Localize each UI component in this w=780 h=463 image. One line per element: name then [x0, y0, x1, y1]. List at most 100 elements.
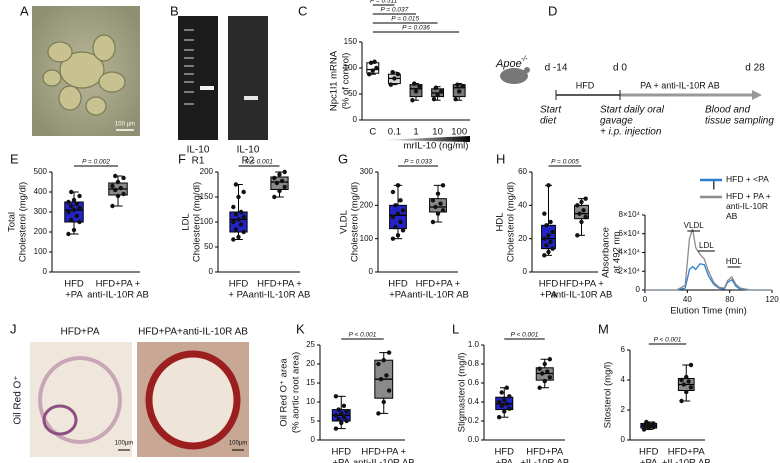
- band: [244, 96, 258, 100]
- data-point: [430, 219, 436, 225]
- x-tick-label: 100: [451, 127, 467, 138]
- data-point: [435, 92, 440, 98]
- y-axis-label: Cholesterol (mg/dl): [192, 182, 203, 262]
- data-point: [339, 420, 344, 426]
- data-point: [681, 382, 687, 387]
- y-axis-label: Cholesterol (mg/dl): [506, 182, 517, 262]
- data-point: [542, 253, 547, 258]
- legend-label: HFD + PA + anti-IL-10R AB: [726, 191, 771, 219]
- data-point: [74, 213, 79, 219]
- data-point: [537, 385, 542, 390]
- data-point: [688, 362, 694, 368]
- x-tick-label: 0: [643, 295, 648, 304]
- data-point: [272, 175, 277, 181]
- data-point: [110, 203, 115, 209]
- concentration-wedge: [382, 136, 470, 142]
- data-point: [333, 426, 339, 431]
- y-tick-label: 40: [518, 200, 527, 209]
- data-point: [460, 84, 465, 89]
- data-point: [344, 418, 349, 424]
- y-tick-label: 100: [200, 217, 214, 226]
- y-tick-label: 15: [306, 378, 315, 387]
- data-point: [69, 217, 74, 223]
- x-axis-label: mrIL-10 (ng/ml): [404, 141, 469, 152]
- data-point: [77, 219, 82, 225]
- data-point: [118, 185, 123, 191]
- data-point: [539, 371, 545, 376]
- series-line: [645, 263, 772, 291]
- x-tick-label: HFD+PA +: [257, 279, 302, 290]
- gel: [178, 16, 218, 140]
- data-point: [381, 399, 386, 405]
- x-tick-label: HFD: [494, 447, 514, 458]
- y-tick-label: 500: [34, 167, 48, 176]
- data-point: [499, 390, 504, 395]
- x-tick-label: 40: [683, 295, 692, 304]
- panel-letter: H: [496, 151, 505, 166]
- data-point: [575, 233, 580, 238]
- data-point: [579, 199, 584, 205]
- data-point: [433, 204, 438, 210]
- scale-label: 100µm: [229, 441, 247, 447]
- y-tick-label: 0: [43, 267, 48, 276]
- data-point: [386, 350, 392, 355]
- x-tick-label: HFD+PA +: [361, 447, 406, 458]
- data-point: [66, 231, 71, 237]
- x-tick-label: +PA: [332, 458, 350, 463]
- data-point: [66, 209, 71, 215]
- data-point: [115, 193, 121, 199]
- p-value: P = 0.033: [404, 159, 432, 166]
- data-point: [231, 219, 236, 225]
- y-axis-label: (% of control): [341, 53, 352, 110]
- y-tick-label: 8×10⁴: [619, 210, 641, 219]
- data-point: [545, 369, 550, 374]
- data-point: [398, 198, 403, 203]
- data-point: [641, 422, 647, 428]
- y-tick-label: 100: [344, 63, 358, 72]
- day-label: d 28: [745, 63, 765, 74]
- y-tick-label: 0: [369, 267, 374, 276]
- event-label: Start daily oral: [600, 105, 665, 116]
- mouse-ear: [524, 67, 530, 73]
- data-point: [241, 189, 246, 195]
- series-line: [645, 228, 772, 291]
- panel-letter: K: [296, 321, 305, 336]
- data-point: [71, 207, 77, 213]
- stain: [42, 404, 78, 436]
- x-tick-label: +PA: [640, 458, 658, 463]
- y-tick-label: 0.8: [468, 359, 480, 368]
- gel: [228, 16, 268, 140]
- mouse-strain-sup: -/-: [521, 56, 528, 63]
- data-point: [440, 183, 446, 188]
- data-point: [579, 219, 584, 225]
- lane-label: IL-10: [237, 145, 260, 156]
- peak-label: LDL: [699, 241, 714, 250]
- y-axis-label: Npc1l1 mRNA: [329, 50, 340, 111]
- data-point: [378, 377, 384, 382]
- data-point: [77, 205, 82, 211]
- x-tick-label: HFD: [331, 447, 351, 458]
- data-point: [393, 203, 398, 208]
- data-point: [392, 76, 397, 81]
- x-tick-label: 1: [413, 127, 418, 138]
- organoid: [42, 34, 126, 116]
- data-point: [341, 403, 347, 408]
- ladder: [184, 29, 194, 105]
- y-tick-label: 0: [636, 285, 641, 294]
- data-point: [333, 413, 339, 418]
- x-tick-label: HFD+PA: [526, 447, 564, 458]
- scale-label: 100µm: [115, 441, 133, 447]
- x-tick-label: HFD+PA +: [559, 279, 604, 290]
- x-tick-label: anti-IL-10R AB: [551, 290, 613, 301]
- band: [200, 86, 214, 90]
- legend-entry: HFD + PA + anti-IL-10R AB: [726, 191, 771, 219]
- x-tick-label: +PA: [65, 290, 83, 301]
- data-point: [121, 175, 126, 181]
- data-point: [684, 389, 689, 395]
- data-point: [333, 394, 339, 399]
- data-point: [236, 194, 241, 200]
- y-axis-label: HDL: [495, 212, 506, 231]
- event-label: + i.p. injection: [600, 127, 662, 138]
- mouse-strain: Apoe: [495, 58, 522, 70]
- p-value: P = 0.005: [551, 159, 579, 166]
